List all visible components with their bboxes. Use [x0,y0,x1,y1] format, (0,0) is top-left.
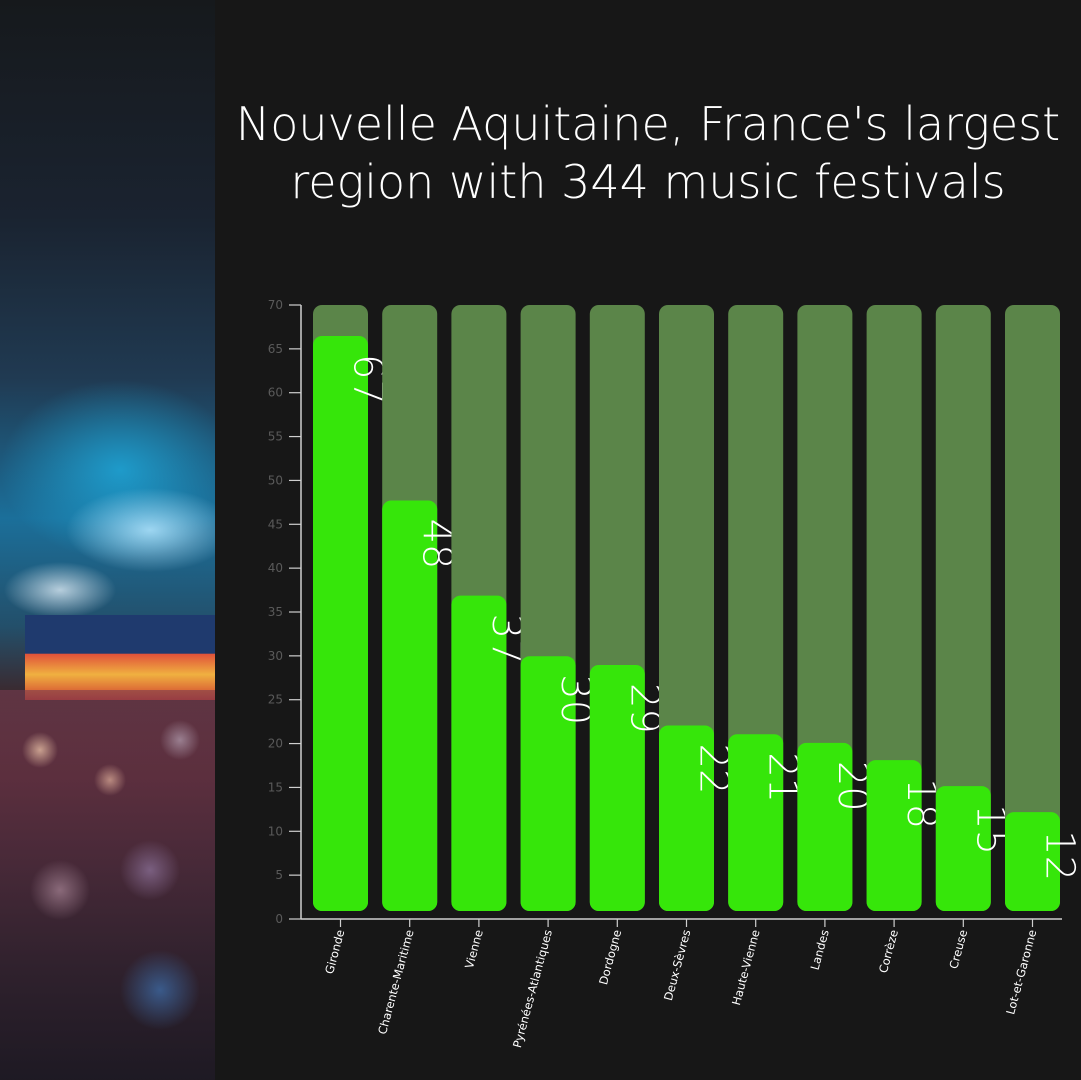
x-tick-label: Corrèze [876,928,901,974]
bar [797,742,853,911]
x-tick-label: Creuse [946,928,970,970]
y-tick-label: 65 [268,342,283,356]
y-tick-label: 45 [268,517,283,531]
y-tick-label: 20 [268,737,283,751]
y-tick-label: 0 [275,912,283,926]
bar [589,664,645,911]
y-tick-label: 30 [268,649,283,663]
y-tick-label: 60 [268,386,283,400]
x-tick-label: Deux-Sèvres [661,928,693,1002]
x-tick-label: Gironde [322,928,347,975]
x-tick-label: Lot-et-Garonne [1003,928,1039,1016]
stage-tent [25,615,215,700]
bar [728,734,784,911]
x-tick-label: Haute-Vienne [729,928,763,1007]
y-tick-label: 5 [275,868,283,882]
bar [451,595,507,911]
bar-value-label: 12 [1037,830,1081,881]
x-tick-label: Dordogne [596,928,624,986]
crowd [0,690,215,1080]
y-tick-label: 10 [268,824,283,838]
bar [1005,812,1060,911]
bar [935,786,991,911]
y-tick-label: 40 [268,561,283,575]
y-tick-label: 15 [268,780,283,794]
x-tick-label: Landes [808,928,832,971]
bar-background [866,305,922,911]
y-tick-label: 25 [268,693,283,707]
bar [520,656,576,911]
bar [382,500,438,911]
bar [313,335,368,911]
x-tick-label: Vienne [462,928,486,970]
x-tick-label: Charente-Maritime [375,928,416,1036]
bar [866,760,922,911]
x-tick-label: Pyrénées-Atlantiques [510,928,555,1049]
bar-background [935,305,991,911]
chart-title: Nouvelle Aquitaine, France's largest reg… [235,97,1061,209]
bar-background [1005,305,1060,911]
y-tick-label: 35 [268,605,283,619]
y-tick-label: 55 [268,430,283,444]
y-tick-label: 50 [268,473,283,487]
bar [659,725,714,911]
y-tick-label: 70 [268,298,283,312]
